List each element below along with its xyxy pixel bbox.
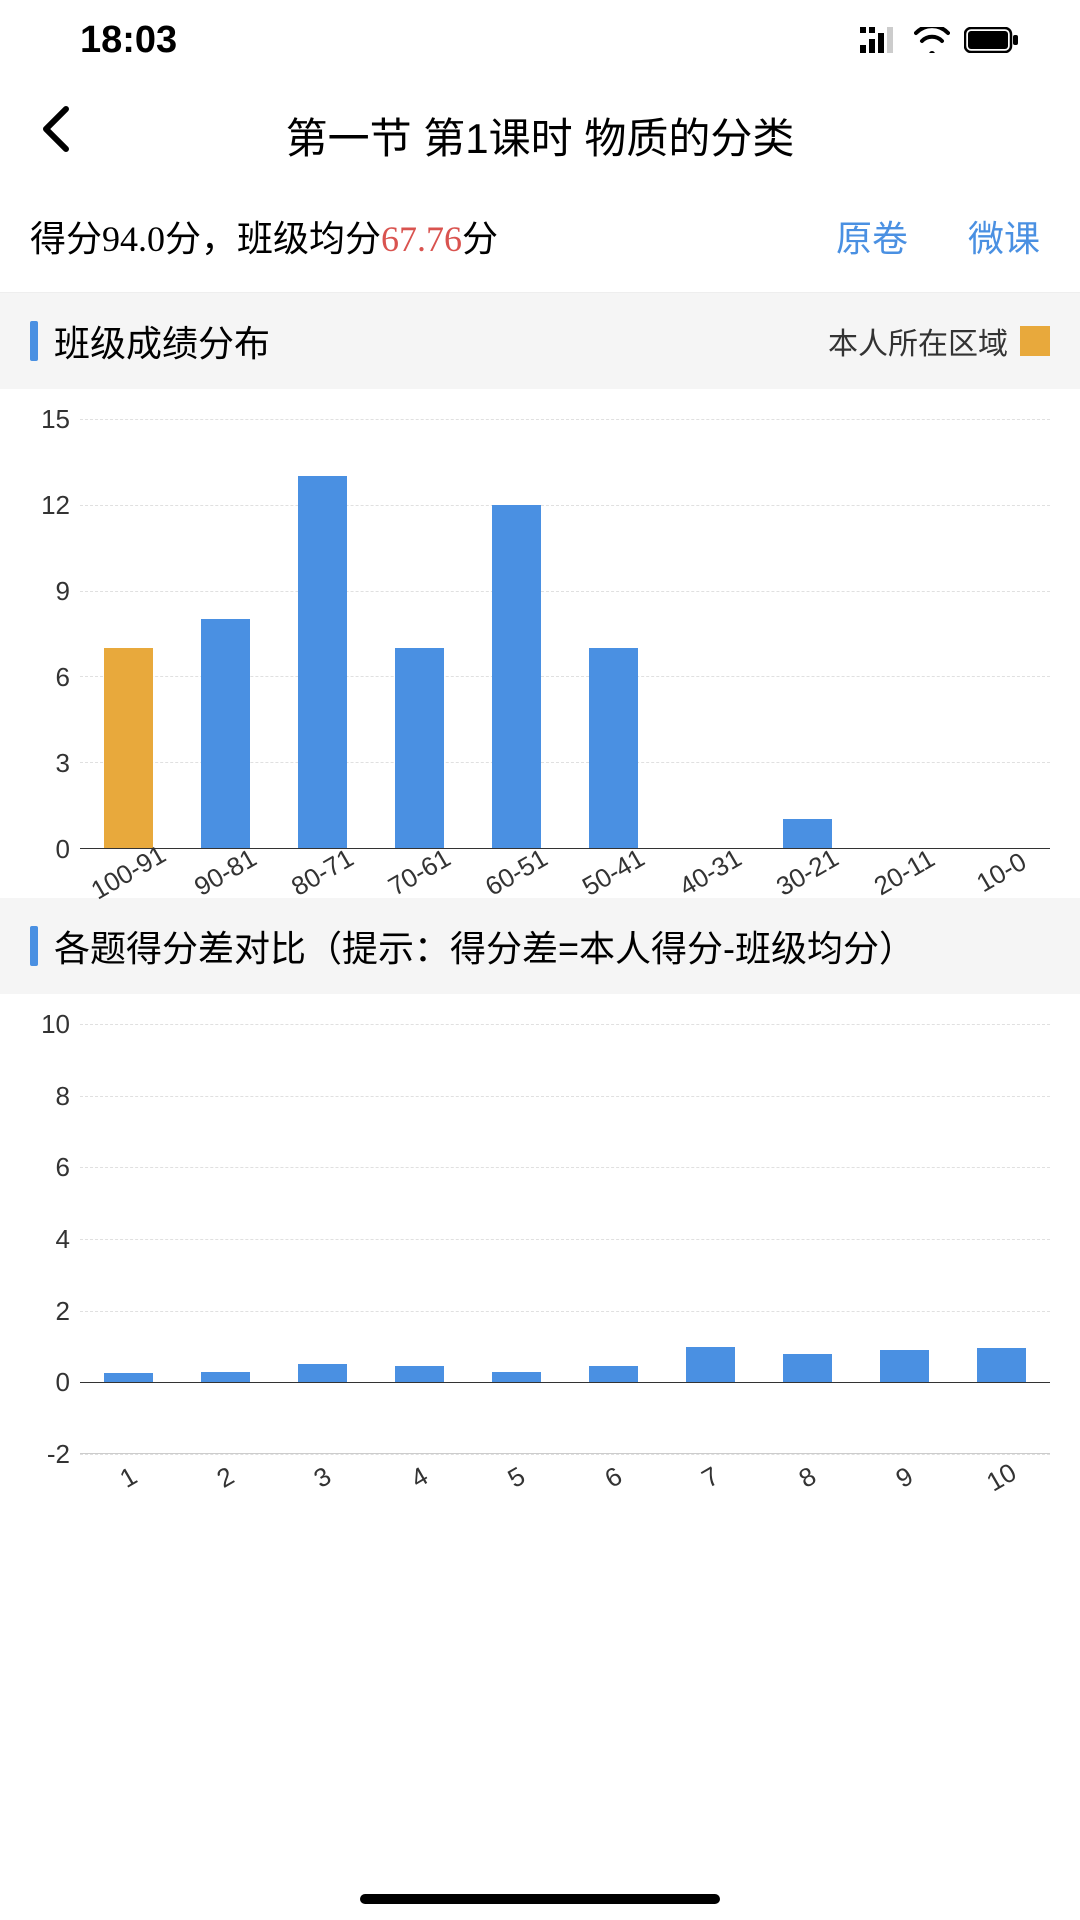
links: 原卷 微课 — [836, 210, 1040, 262]
bar-slot — [953, 1024, 1050, 1454]
bar — [492, 1372, 541, 1383]
chart2: 1086420-2 — [30, 1024, 1050, 1454]
bar-slot — [80, 419, 177, 848]
section1-title: 班级成绩分布 — [54, 315, 270, 367]
bar — [686, 1347, 735, 1383]
bar-slot — [759, 1024, 856, 1454]
bar — [492, 505, 541, 848]
original-paper-link[interactable]: 原卷 — [836, 210, 908, 262]
chart2-bottom-line — [80, 1453, 1050, 1454]
status-icons — [860, 27, 1020, 53]
score-prefix: 得分 — [30, 219, 102, 259]
bar-slot — [759, 419, 856, 848]
my-score: 94.0 — [102, 219, 165, 259]
micro-lesson-link[interactable]: 微课 — [968, 210, 1040, 262]
bar-slot — [274, 1024, 371, 1454]
score-mid: 分，班级均分 — [165, 219, 381, 259]
nav-header: 第一节 第1课时 物质的分类 — [0, 80, 1080, 190]
bar — [880, 1350, 929, 1382]
bar-slot — [662, 419, 759, 848]
chart2-zero-line — [80, 1382, 1050, 1383]
bar — [201, 619, 250, 848]
legend-swatch — [1020, 326, 1050, 356]
bar-slot — [565, 419, 662, 848]
bar-slot — [953, 419, 1050, 848]
bar — [395, 1366, 444, 1382]
wifi-icon — [914, 27, 950, 53]
section1-header: 班级成绩分布 本人所在区域 — [0, 292, 1080, 389]
bar-slot — [468, 419, 565, 848]
chart1-plot — [80, 419, 1050, 849]
page-title: 第一节 第1课时 物质的分类 — [286, 105, 795, 166]
chart2-bars — [80, 1024, 1050, 1454]
bar — [395, 648, 444, 848]
bar-slot — [371, 419, 468, 848]
section-marker — [30, 926, 38, 966]
chart1-wrap: 15129630 100-9190-8180-7170-6160-5150-41… — [0, 389, 1080, 898]
bar-slot — [468, 1024, 565, 1454]
status-bar: 18:03 — [0, 0, 1080, 80]
legend: 本人所在区域 — [828, 319, 1050, 363]
bar — [298, 476, 347, 848]
back-button[interactable] — [40, 105, 70, 165]
bar-slot — [856, 419, 953, 848]
chart1: 15129630 — [30, 419, 1050, 849]
bar-slot — [80, 1024, 177, 1454]
bar — [201, 1372, 250, 1383]
bar-slot — [177, 1024, 274, 1454]
chart1-xaxis: 100-9190-8180-7170-6160-5150-4140-3130-2… — [80, 849, 1050, 888]
chart2-plot — [80, 1024, 1050, 1454]
score-suffix: 分 — [462, 219, 498, 259]
status-time: 18:03 — [80, 19, 177, 62]
section-marker — [30, 321, 38, 361]
section2-title: 各题得分差对比（提示：得分差=本人得分-班级均分） — [54, 920, 915, 972]
bar-slot — [856, 1024, 953, 1454]
gridline — [80, 1454, 1050, 1455]
bar-slot — [177, 419, 274, 848]
bar — [977, 1348, 1026, 1382]
legend-label: 本人所在区域 — [828, 319, 1008, 363]
cellular-icon — [860, 27, 900, 53]
bar — [298, 1364, 347, 1382]
section2-header: 各题得分差对比（提示：得分差=本人得分-班级均分） — [0, 898, 1080, 994]
bar — [589, 1366, 638, 1382]
bar-slot — [371, 1024, 468, 1454]
score-text: 得分94.0分，班级均分67.76分 — [30, 210, 498, 262]
bar — [783, 1354, 832, 1383]
chart2-wrap: 1086420-2 12345678910 — [0, 994, 1080, 1503]
chart1-bars — [80, 419, 1050, 848]
bar-slot — [565, 1024, 662, 1454]
avg-score: 67.76 — [381, 219, 462, 259]
bar — [104, 648, 153, 848]
chart2-xaxis: 12345678910 — [80, 1454, 1050, 1493]
chart2-yaxis: 1086420-2 — [30, 1024, 80, 1454]
bar-slot — [662, 1024, 759, 1454]
bar-slot — [274, 419, 371, 848]
chart1-yaxis: 15129630 — [30, 419, 80, 849]
bar — [104, 1373, 153, 1382]
battery-icon — [964, 27, 1020, 53]
bar — [589, 648, 638, 848]
home-indicator — [360, 1894, 720, 1904]
score-row: 得分94.0分，班级均分67.76分 原卷 微课 — [0, 190, 1080, 292]
